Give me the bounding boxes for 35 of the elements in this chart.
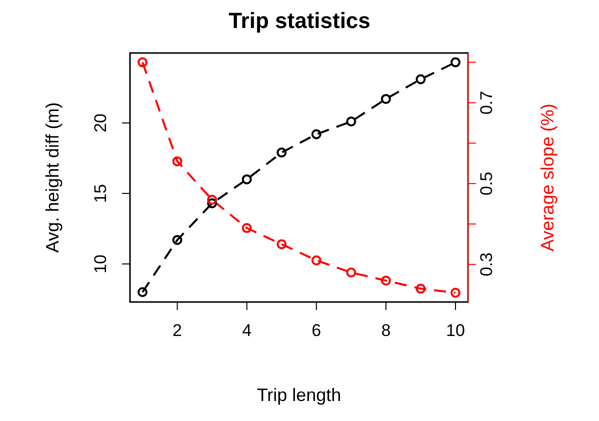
chart-title: Trip statistics <box>228 8 372 34</box>
point <box>138 57 148 68</box>
y2-tick-label: 0.3 <box>477 252 496 276</box>
point <box>207 198 218 208</box>
y2-tick-label: 0.7 <box>477 90 496 115</box>
point <box>450 57 460 68</box>
y-tick-label: 15 <box>91 184 110 203</box>
x-tick-label: 8 <box>381 321 391 340</box>
point <box>380 276 391 286</box>
point <box>172 234 182 245</box>
point <box>450 288 460 298</box>
x-tick-label: 6 <box>312 321 322 340</box>
point <box>380 94 391 104</box>
point <box>416 74 426 84</box>
point <box>242 174 252 184</box>
point <box>138 287 148 298</box>
x-tick-label: 4 <box>242 321 252 340</box>
point <box>276 239 287 250</box>
point <box>416 284 426 294</box>
y-axis-title: Avg. height diff (m) <box>42 102 62 253</box>
point <box>346 267 356 278</box>
point <box>172 156 182 166</box>
y2-axis-title: Average slope (%) <box>537 104 558 252</box>
x-tick-label: 2 <box>172 321 182 340</box>
y-tick-label: 20 <box>91 113 110 132</box>
x-axis-title: Trip length <box>256 385 342 405</box>
point <box>242 223 252 234</box>
y-tick-label: 10 <box>91 254 110 274</box>
point <box>311 129 322 140</box>
point <box>346 116 356 127</box>
point <box>207 194 218 205</box>
point <box>276 148 287 158</box>
y2-tick-label: 0.5 <box>477 172 496 196</box>
point <box>311 255 322 266</box>
x-tick-label: 10 <box>446 321 465 340</box>
